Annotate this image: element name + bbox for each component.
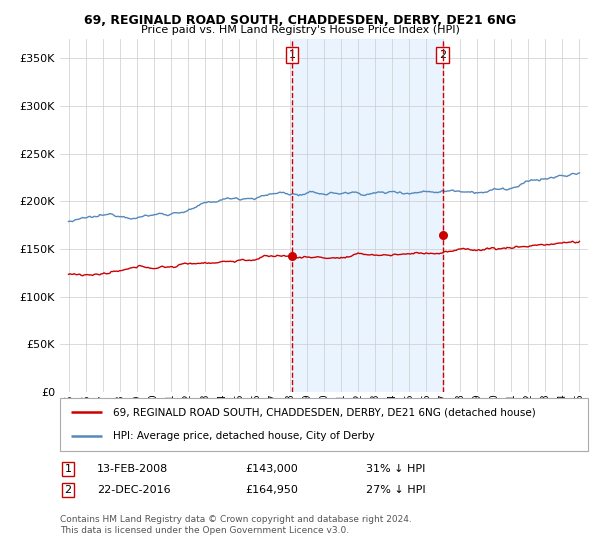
Text: Price paid vs. HM Land Registry's House Price Index (HPI): Price paid vs. HM Land Registry's House … xyxy=(140,25,460,35)
Point xyxy=(287,251,297,260)
Text: 2: 2 xyxy=(64,485,71,495)
Point xyxy=(438,230,448,239)
Text: 69, REGINALD ROAD SOUTH, CHADDESDEN, DERBY, DE21 6NG: 69, REGINALD ROAD SOUTH, CHADDESDEN, DER… xyxy=(84,14,516,27)
Text: HPI: Average price, detached house, City of Derby: HPI: Average price, detached house, City… xyxy=(113,431,374,441)
Text: Contains HM Land Registry data © Crown copyright and database right 2024.
This d: Contains HM Land Registry data © Crown c… xyxy=(60,515,412,535)
Text: 22-DEC-2016: 22-DEC-2016 xyxy=(97,485,170,495)
Text: 31% ↓ HPI: 31% ↓ HPI xyxy=(366,464,425,474)
Text: 1: 1 xyxy=(289,50,295,60)
Text: 13-FEB-2008: 13-FEB-2008 xyxy=(97,464,168,474)
Text: £164,950: £164,950 xyxy=(245,485,298,495)
Text: 1: 1 xyxy=(64,464,71,474)
Text: 2: 2 xyxy=(439,50,446,60)
Text: 27% ↓ HPI: 27% ↓ HPI xyxy=(366,485,426,495)
Text: 69, REGINALD ROAD SOUTH, CHADDESDEN, DERBY, DE21 6NG (detached house): 69, REGINALD ROAD SOUTH, CHADDESDEN, DER… xyxy=(113,408,536,418)
Text: £143,000: £143,000 xyxy=(245,464,298,474)
Bar xyxy=(292,39,443,392)
FancyBboxPatch shape xyxy=(60,398,588,451)
